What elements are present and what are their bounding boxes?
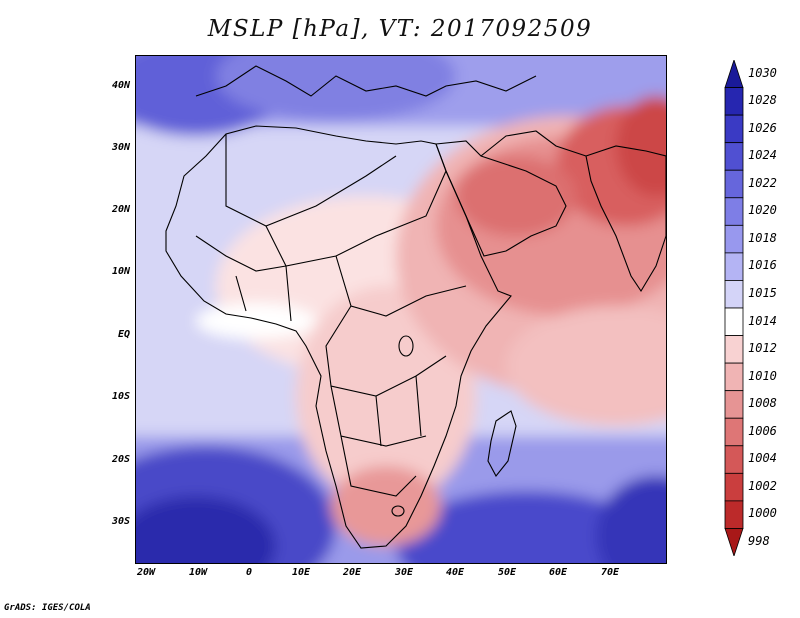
- colorbar-segment: [724, 169, 744, 199]
- colorbar-label: 1004: [748, 451, 777, 466]
- colorbar-segment: [724, 87, 744, 116]
- colorbar-segment: [724, 307, 744, 336]
- colorbar-label: 1026: [748, 120, 777, 135]
- lon-label-50e: 50E: [497, 567, 517, 578]
- colorbar-segment: [724, 252, 744, 281]
- lon-label-20e: 20E: [342, 567, 362, 578]
- lat-label-30n: 30N: [111, 142, 130, 153]
- lon-label-40e: 40E: [445, 567, 465, 578]
- lon-label-60e: 60E: [548, 567, 568, 578]
- lon-label-0: 0: [245, 567, 253, 578]
- colorbar-label: 1014: [748, 313, 777, 328]
- colorbar-label: 998: [748, 534, 770, 548]
- lon-label-70e: 70E: [600, 567, 620, 578]
- lon-label-30e: 30E: [394, 567, 414, 578]
- colorbar-label: 1018: [748, 230, 777, 245]
- colorbar-segment: [724, 390, 744, 419]
- colorbar-label: 1006: [748, 423, 777, 438]
- colorbar-segment: [724, 417, 744, 447]
- colorbar-label: 1010: [748, 368, 777, 383]
- colorbar-label: 1024: [748, 148, 777, 163]
- colorbar-segment: [724, 528, 744, 556]
- colorbar-segment: [724, 445, 744, 474]
- lat-label-eq: EQ: [117, 329, 130, 340]
- colorbar-segment: [724, 362, 744, 392]
- colorbar-segment: [724, 224, 744, 254]
- colorbar-label: 1015: [748, 286, 777, 300]
- coastlines: [165, 65, 666, 549]
- colorbar-label: 1002: [748, 478, 777, 493]
- map-panel[interactable]: [135, 55, 667, 564]
- lon-label-10w: 10W: [188, 567, 208, 578]
- colorbar-segment: [724, 60, 744, 88]
- colorbar-label: 1000: [748, 506, 777, 521]
- lat-label-30s: 30S: [111, 516, 130, 527]
- grads-credit: GrADS: IGES/COLA: [4, 603, 91, 613]
- colorbar-label: 1030: [748, 65, 777, 80]
- colorbar-label: 1008: [748, 396, 777, 411]
- lon-label-20w: 20W: [136, 567, 156, 578]
- colorbar-segment: [724, 500, 744, 529]
- mslp-map[interactable]: [136, 56, 666, 563]
- colorbar-segment: [724, 142, 744, 171]
- pressure-field: [136, 56, 666, 563]
- lat-label-20n: 20N: [111, 204, 130, 215]
- lat-label-10n: 10N: [111, 266, 130, 277]
- colorbar-label: 1022: [748, 175, 777, 190]
- chart-title: MSLP [hPa], VT: 2017092509: [207, 16, 593, 42]
- colorbar-label: 1028: [748, 93, 777, 108]
- colorbar-label: 1016: [748, 258, 777, 273]
- colorbar-segment: [724, 197, 744, 226]
- lat-label-20s: 20S: [111, 454, 130, 465]
- colorbar-segment: [724, 280, 744, 309]
- colorbar-segment: [724, 472, 744, 502]
- colorbar-segment: [724, 335, 744, 364]
- lat-label-40n: 40N: [111, 80, 130, 91]
- lon-label-10e: 10E: [291, 567, 311, 578]
- lat-label-10s: 10S: [111, 391, 130, 402]
- colorbar: [724, 60, 744, 556]
- colorbar-segment: [724, 114, 744, 144]
- colorbar-label: 1012: [748, 341, 777, 356]
- colorbar-label: 1020: [748, 203, 777, 218]
